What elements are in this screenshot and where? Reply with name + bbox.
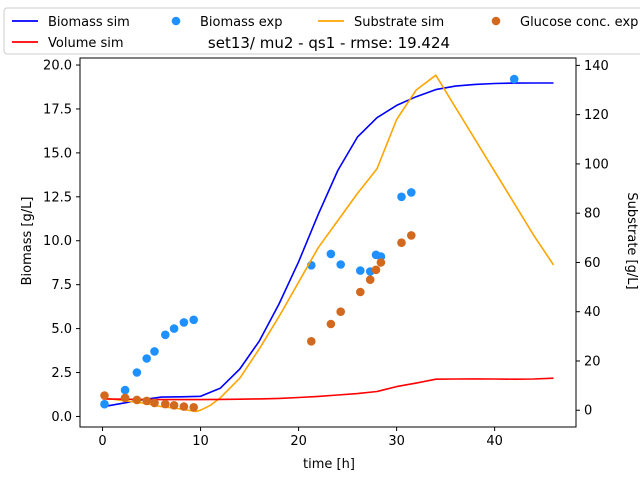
y-left-tick-label: 0.0 [51,410,72,425]
glucose-conc-exp-point [397,238,406,247]
biomass-sim-line [102,82,554,408]
glucose-conc-exp-point [142,396,151,406]
biomass-exp-point [100,399,109,409]
biomass-exp-point [179,318,189,327]
legend-label-biomass-sim: Biomass sim [48,15,130,30]
y-left-tick-label: 5.0 [51,322,72,337]
glucose-conc-exp-point [169,401,179,410]
biomass-exp-point [407,188,416,197]
y-right-tick-label: 0 [584,404,592,419]
glucose-conc-exp-point [336,307,346,317]
y-left-tick-label: 7.5 [51,278,72,293]
y-right-tick-label: 40 [584,305,601,320]
legend-label-substrate-sim: Substrate sim [354,15,444,30]
x-tick-label: 40 [486,434,503,449]
y-left-tick-label: 12.5 [43,190,72,205]
x-tick-label: 20 [290,434,307,449]
y-left-tick-label: 2.5 [51,366,72,381]
glucose-conc-exp-point [356,287,365,297]
legend-swatch-biomass-exp [171,16,181,26]
glucose-conc-exp-point [407,231,416,240]
biomass-exp-point [120,385,130,395]
glucose-conc-exp-point [371,265,381,275]
y-right-tick-label: 20 [584,354,601,369]
legend-label-biomass-exp: Biomass exp [200,15,283,30]
biomass-exp-point [161,330,170,340]
glucose-conc-exp-point [161,399,170,409]
biomass-exp-point [376,252,386,261]
legend-label-volume-sim: Volume sim [48,36,124,51]
glucose-conc-exp-point [307,337,316,346]
glucose-conc-exp-point [376,258,386,267]
plot-frame [79,57,577,428]
volume-sim-line [102,377,554,401]
axes: 0 10 20 30 40 0.0 2.5 5.0 7.5 10.0 12.5 15.0 17.5 20.… [43,57,609,449]
legend-label-glucose-conc-exp: Glucose conc. exp [520,15,638,30]
chart-title: set13/ mu2 - qs1 - rmse: 19.424 [208,34,450,52]
plot-series-group [100,74,555,413]
biomass-exp-point [356,266,365,275]
glucose-conc-exp-point [326,319,336,329]
y-left-tick-label: 17.5 [43,102,72,117]
biomass-exp-point [189,315,198,325]
glucose-conc-exp-point [189,403,198,412]
glucose-conc-exp-point [179,402,189,411]
legend-box [3,7,640,55]
glucose-conc-exp-point [365,275,375,285]
x-tick-label: 0 [98,434,106,449]
y-right-tick-label: 100 [584,157,609,172]
x-axis-label: time [h] [303,457,355,472]
y-left-tick-label: 20.0 [43,59,72,74]
biomass-exp-point [132,368,142,377]
legend: Biomass sim Biomass exp Substrate sim Gluco… [3,7,640,55]
glucose-conc-exp-point [100,391,109,400]
y-axis-right-label: Substrate [g/L] [624,192,639,289]
y-left-tick-label: 15.0 [43,146,72,161]
y-left-tick-label: 10.0 [43,234,72,249]
glucose-conc-exp-point [120,393,130,403]
y-right-tick-label: 60 [584,256,601,271]
glucose-conc-exp-point [132,395,142,405]
legend-swatch-glucose-conc-exp [491,16,501,26]
y-right-tick-label: 120 [584,108,609,123]
biomass-exp-point [326,249,336,259]
biomass-exp-point [169,324,179,333]
y-axis-left-label: Biomass [g/L] [20,197,35,286]
plot-area [100,74,555,413]
biomass-exp-point [509,74,519,84]
y-right-tick-label: 80 [584,207,601,222]
biomass-exp-point [142,354,151,363]
x-tick-label: 10 [192,434,209,449]
glucose-conc-exp-point [150,398,159,408]
x-tick-label: 30 [388,434,405,449]
biomass-exp-point [336,260,346,269]
biomass-exp-point [150,347,159,356]
biomass-exp-point [397,192,406,202]
y-right-tick-label: 140 [584,59,609,74]
